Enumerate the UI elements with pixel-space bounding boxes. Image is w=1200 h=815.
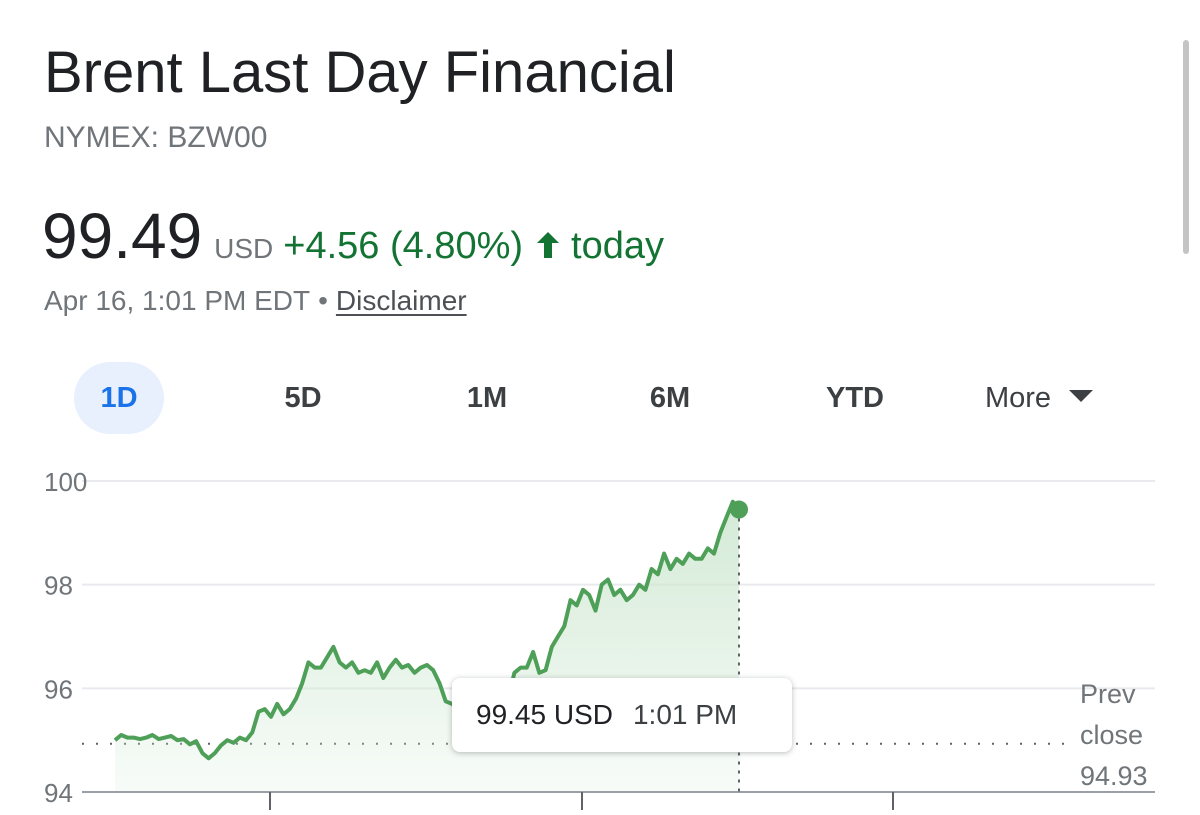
current-point-marker [730, 500, 748, 519]
price-line [113, 499, 741, 761]
prev-close-value: 94.93 [1080, 761, 1148, 791]
quote-timestamp: Apr 16, 1:01 PM EDT [44, 285, 311, 316]
range-tabs: 1D 5D 1M 6M YTD More [0, 362, 1200, 434]
quote-timestamp-row: Apr 16, 1:01 PM EDT • Disclaimer [44, 284, 467, 318]
tab-6m[interactable]: 6M [649, 382, 691, 414]
scrollbar[interactable] [1183, 40, 1189, 254]
tab-5d[interactable]: 5D [284, 382, 322, 414]
arrow-up-icon [535, 230, 561, 260]
separator-dot: • [318, 285, 328, 316]
prev-close-label: Prev close 94.93 [1080, 674, 1148, 797]
prev-close-line1: Prev [1080, 679, 1136, 709]
caret-down-icon [1069, 390, 1094, 402]
tab-1m[interactable]: 1M [466, 382, 508, 414]
disclaimer-link[interactable]: Disclaimer [335, 285, 467, 316]
tab-ytd[interactable]: YTD [826, 382, 884, 414]
tooltip-time: 1:01 PM [632, 699, 738, 730]
y-tick-label: 96 [44, 674, 73, 704]
tooltip-price: 99.45 USD [476, 699, 613, 730]
change-period: today [571, 225, 665, 267]
tab-1d[interactable]: 1D [74, 362, 164, 434]
price-chart[interactable]: 94 96 98 100 [0, 440, 1200, 815]
y-tick-label: 100 [44, 467, 87, 497]
exchange-ticker: NYMEX: BZW00 [44, 121, 268, 154]
page-title: Brent Last Day Financial [44, 40, 676, 105]
y-tick-label: 94 [44, 778, 73, 808]
current-price: 99.49 [42, 200, 203, 272]
price-tooltip: 99.45 USD 1:01 PM [452, 678, 792, 752]
tab-more[interactable]: More [964, 362, 1114, 434]
prev-close-line2: close [1080, 720, 1144, 750]
quote-summary: 99.49 USD +4.56 (4.80%) today [42, 198, 664, 274]
tab-more-label: More [984, 382, 1052, 414]
price-change: +4.56 (4.80%) [283, 225, 524, 267]
y-tick-label: 98 [44, 571, 73, 601]
currency-label: USD [214, 233, 274, 264]
